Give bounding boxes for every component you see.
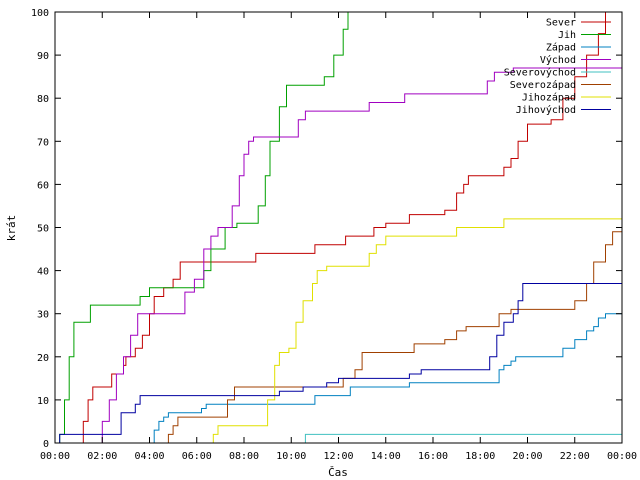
x-tick-label: 08:00 [229, 451, 259, 462]
legend-label: Sever [546, 18, 576, 29]
x-tick-label: 10:00 [276, 451, 306, 462]
x-tick-label: 06:00 [182, 451, 212, 462]
legend-label: Západ [546, 42, 576, 54]
legend-label: Jihovýchod [516, 104, 576, 116]
series-line-6 [55, 218, 622, 443]
x-tick-label: 00:00 [607, 451, 637, 462]
legend-label: Severovýchod [504, 67, 576, 79]
legend: SeverJihZápadVýchodSeverovýchodSeverozáp… [504, 18, 611, 116]
x-tick-label: 02:00 [87, 451, 117, 462]
x-tick-label: 00:00 [40, 451, 70, 462]
y-tick-label: 70 [37, 137, 49, 148]
legend-label: Jihozápad [522, 92, 576, 104]
x-tick-label: 12:00 [323, 451, 353, 462]
x-tick-label: 14:00 [371, 451, 401, 462]
x-axis: 00:00 02:00 04:00 06:00 08:00 10:00 12:00 14:00… [40, 12, 637, 462]
y-tick-label: 0 [43, 439, 49, 450]
y-tick-label: 60 [37, 180, 49, 191]
x-tick-label: 16:00 [418, 451, 448, 462]
y-axis: 0 10 20 30 40 50 60 70 80 90 100 [31, 8, 622, 450]
y-tick-label: 90 [37, 51, 49, 62]
y-tick-label: 50 [37, 224, 49, 235]
legend-label: Jih [558, 30, 576, 41]
legend-label: Severozápad [510, 79, 576, 91]
y-tick-label: 80 [37, 94, 49, 105]
x-tick-label: 22:00 [560, 451, 590, 462]
series-line-3 [55, 67, 622, 443]
y-tick-label: 100 [31, 8, 49, 19]
y-tick-label: 10 [37, 396, 49, 407]
series-layer [55, 12, 622, 443]
series-line-1 [55, 12, 349, 443]
x-tick-label: 18:00 [465, 451, 495, 462]
legend-label: Východ [540, 54, 576, 66]
y-tick-label: 40 [37, 267, 49, 278]
x-tick-label: 20:00 [512, 451, 542, 462]
series-line-7 [55, 283, 622, 443]
y-axis-label: krát [5, 215, 18, 242]
y-tick-label: 30 [37, 310, 49, 321]
y-tick-label: 20 [37, 353, 49, 364]
x-tick-label: 04:00 [134, 451, 164, 462]
series-line-4 [55, 433, 622, 443]
series-line-2 [55, 313, 622, 443]
series-line-5 [55, 231, 622, 443]
x-axis-label: Čas [328, 466, 348, 479]
